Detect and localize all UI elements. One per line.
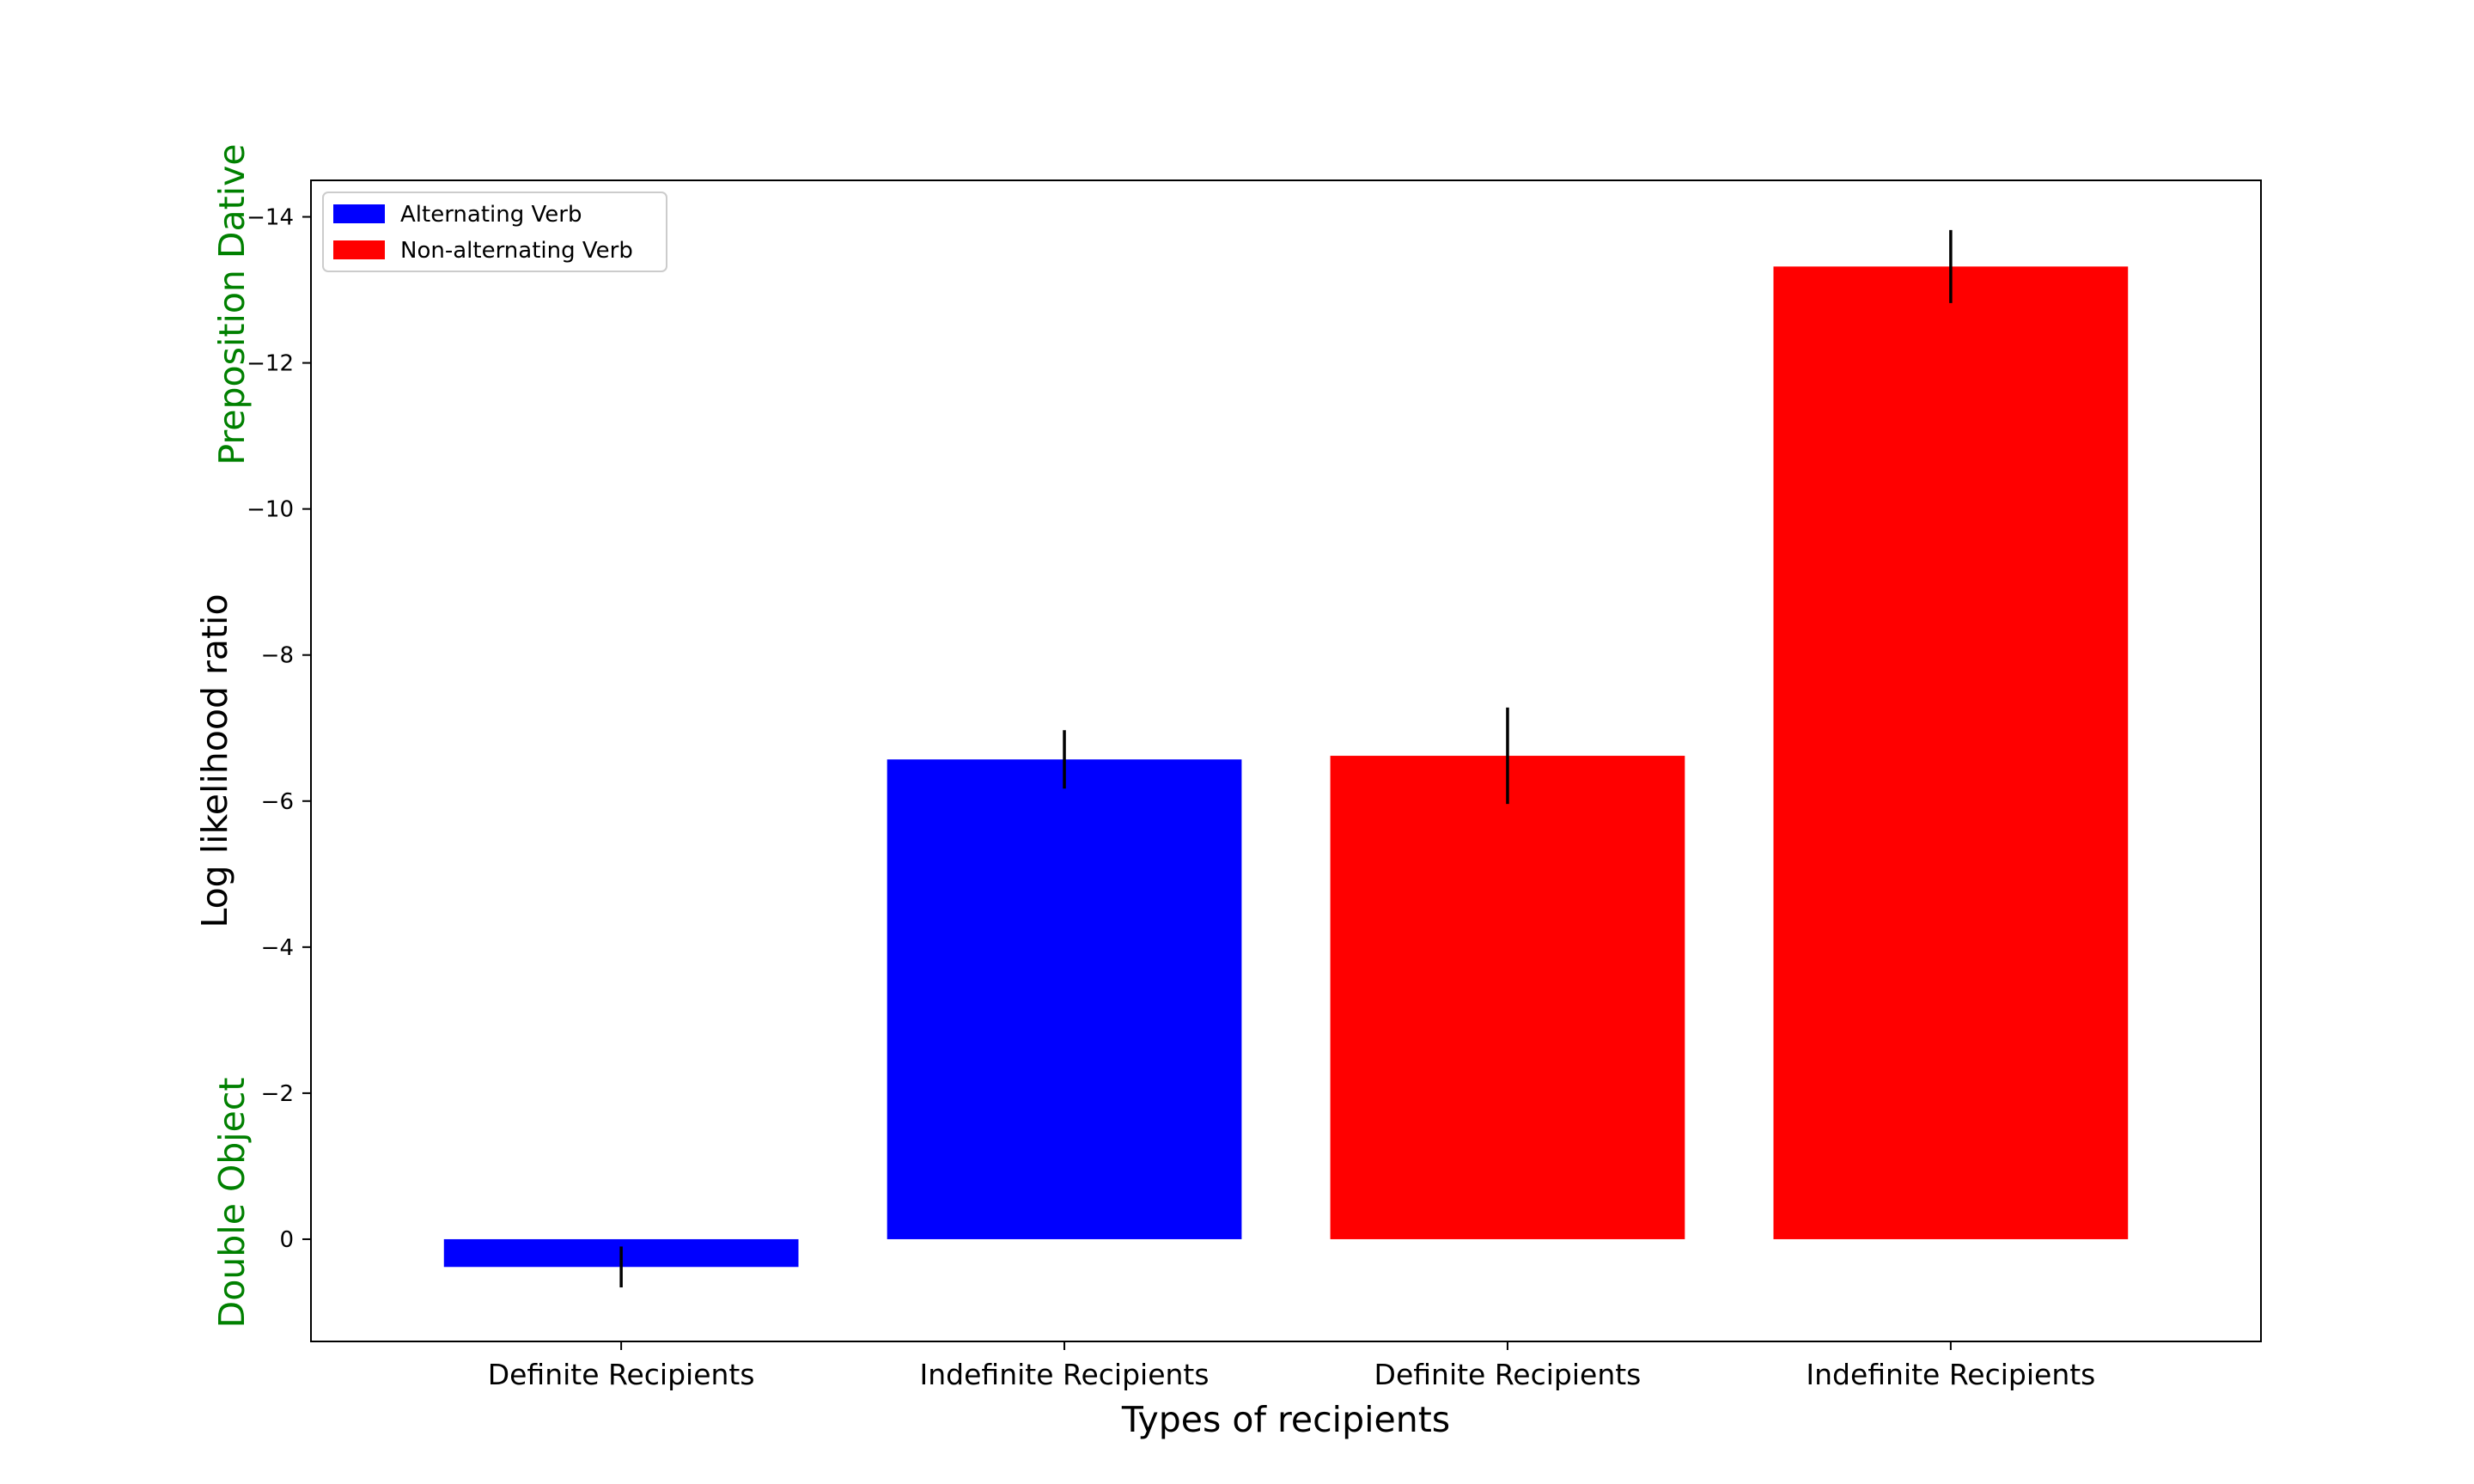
y-axis-ticks: 0 −2 −4 −6 −8 −10 −12 −14 xyxy=(247,205,311,1253)
y-tick-label: −14 xyxy=(247,205,294,231)
x-tick-label: Indefinite Recipients xyxy=(920,1358,1210,1391)
y-tick-label: −4 xyxy=(261,935,294,961)
bars xyxy=(443,266,2129,1268)
y-tick-label: −6 xyxy=(261,789,294,815)
y-tick-label: −8 xyxy=(261,643,294,669)
error-bars xyxy=(619,229,1953,1288)
y-axis-title: Log likelihood ratio xyxy=(194,593,235,928)
legend-label-alternating-verb: Alternating Verb xyxy=(400,202,582,228)
legend-swatch-alternating-verb xyxy=(333,204,385,223)
y-tick-label: 0 xyxy=(279,1227,294,1253)
preposition-dative-label: Preposition Dative xyxy=(211,143,253,465)
double-object-label: Double Object xyxy=(211,1078,253,1329)
legend: Alternating Verb Non-alternating Verb xyxy=(322,192,667,272)
legend-box xyxy=(322,192,667,272)
bar-2 xyxy=(887,759,1242,1239)
plot-area-frame xyxy=(310,179,2262,1342)
x-axis-ticks: Definite Recipients Indefinite Recipients… xyxy=(488,1341,2095,1391)
y-tick-label: −12 xyxy=(247,351,294,377)
y-tick-label: −2 xyxy=(261,1081,294,1107)
x-tick-label: Indefinite Recipients xyxy=(1806,1358,2095,1391)
x-tick-label: Definite Recipients xyxy=(1374,1358,1642,1391)
legend-swatch-non-alternating-verb xyxy=(333,240,385,259)
bar-4 xyxy=(1773,266,2129,1239)
bar-3 xyxy=(1330,756,1685,1239)
x-axis-title: Types of recipients xyxy=(1121,1399,1450,1440)
legend-label-non-alternating-verb: Non-alternating Verb xyxy=(400,238,633,264)
y-tick-label: −10 xyxy=(247,497,294,523)
x-tick-label: Definite Recipients xyxy=(488,1358,755,1391)
